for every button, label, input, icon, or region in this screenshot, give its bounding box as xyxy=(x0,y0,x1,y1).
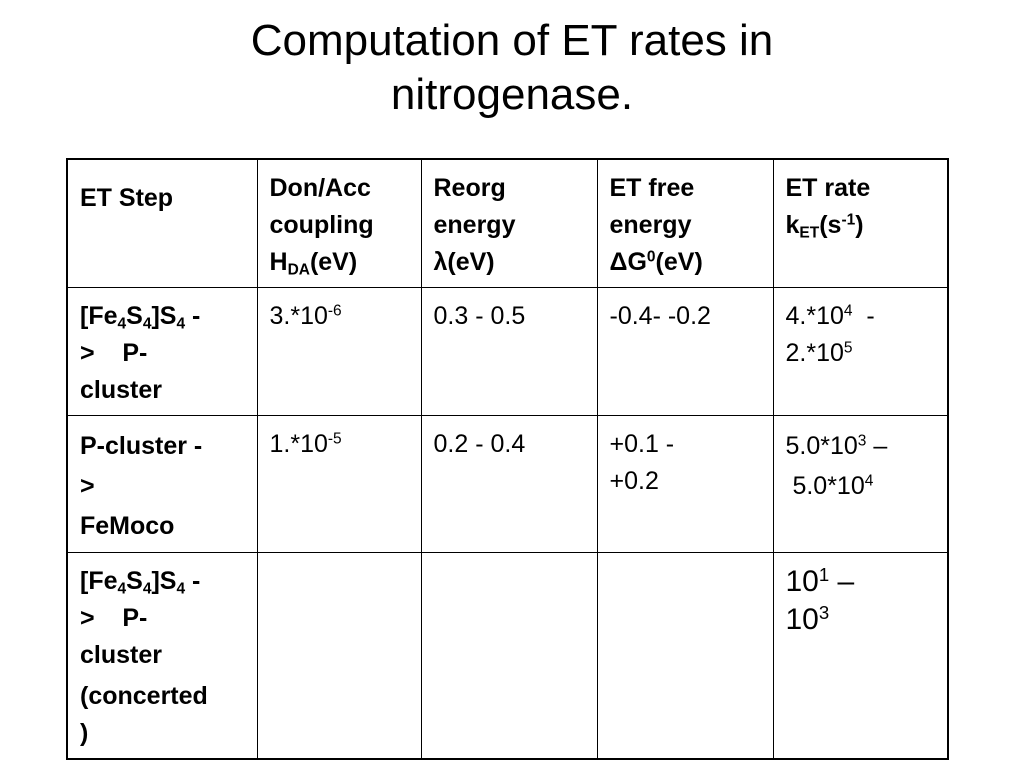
cell-coupling: 1.*10-5 xyxy=(256,415,422,553)
cell-coupling: 3.*10-6 xyxy=(256,287,422,416)
cell-et-step: P-cluster - > FeMoco xyxy=(66,415,258,553)
table-row: [Fe4S4]S4 - > P- cluster (concerted ) 10… xyxy=(66,552,949,760)
cell-et-step: [Fe4S4]S4 - > P- cluster xyxy=(66,287,258,416)
slide-title: Computation of ET rates in nitrogenase. xyxy=(0,14,1024,122)
title-line-1: Computation of ET rates in xyxy=(250,16,774,65)
cell-free-energy: -0.4- -0.2 xyxy=(596,287,774,416)
cell-reorg: 0.3 - 0.5 xyxy=(420,287,598,416)
header-coupling: Don/Acc coupling HDA(eV) xyxy=(256,158,422,288)
cell-reorg-empty xyxy=(420,552,598,760)
header-rate: ET rate kET(s-1) xyxy=(772,158,949,288)
cell-et-step: [Fe4S4]S4 - > P- cluster (concerted ) xyxy=(66,552,258,760)
cell-coupling-empty xyxy=(256,552,422,760)
title-line-2: nitrogenase. xyxy=(390,70,634,119)
header-reorg: Reorg energy λ(eV) xyxy=(420,158,598,288)
header-row: ET Step Don/Acc coupling HDA(eV) Reorg e… xyxy=(66,158,949,288)
cell-reorg: 0.2 - 0.4 xyxy=(420,415,598,553)
et-rates-table: ET Step Don/Acc coupling HDA(eV) Reorg e… xyxy=(66,158,949,760)
cell-rate: 101 – 103 xyxy=(772,552,949,760)
cell-rate: 5.0*103 – 5.0*104 xyxy=(772,415,949,553)
header-free-energy: ET free energy ΔG0(eV) xyxy=(596,158,774,288)
cell-free-energy: +0.1 - +0.2 xyxy=(596,415,774,553)
cell-rate: 4.*104 - 2.*105 xyxy=(772,287,949,416)
table-row: P-cluster - > FeMoco 1.*10-5 0.2 - 0.4 +… xyxy=(66,415,949,553)
table-row: [Fe4S4]S4 - > P- cluster 3.*10-6 0.3 - 0… xyxy=(66,287,949,416)
header-et-step: ET Step xyxy=(66,158,258,288)
cell-free-energy-empty xyxy=(596,552,774,760)
